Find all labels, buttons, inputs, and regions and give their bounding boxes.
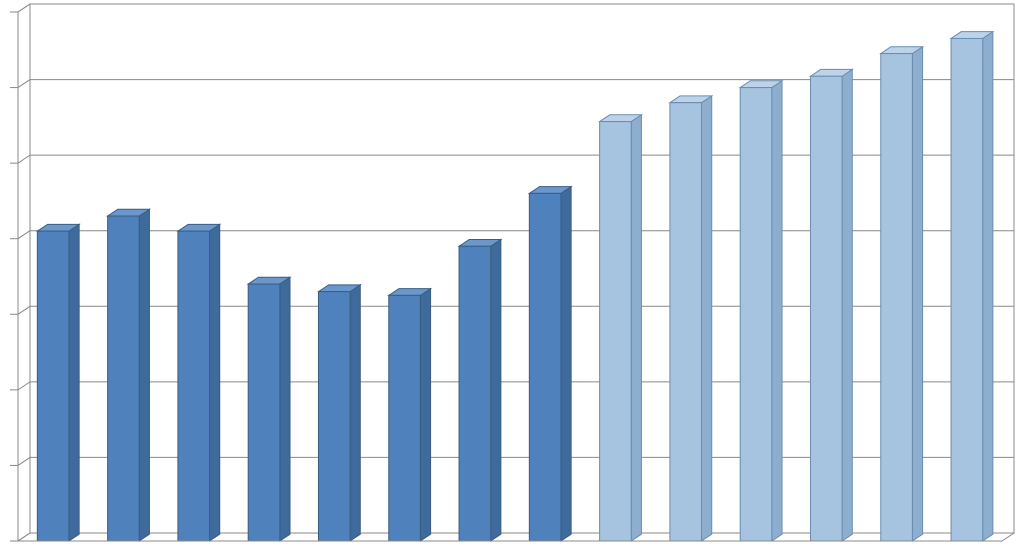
bar-group-b-13	[951, 32, 993, 541]
bar-group-a-6	[459, 239, 501, 541]
bar-group-b-12	[881, 47, 923, 541]
bar-group-a-5	[389, 289, 431, 541]
bar-group-b-11	[810, 69, 852, 541]
bar-group-b-9	[670, 96, 712, 541]
bar-group-a-7	[529, 187, 571, 541]
bar-group-b-8	[600, 115, 642, 541]
bar-group-a-2	[178, 224, 220, 541]
bar-group-a-0	[37, 224, 79, 541]
bar-group-b-10	[740, 81, 782, 541]
bar-chart	[0, 0, 1018, 547]
bar-group-a-3	[248, 277, 290, 541]
bar-group-a-4	[318, 285, 360, 541]
bar-group-a-1	[108, 209, 150, 541]
